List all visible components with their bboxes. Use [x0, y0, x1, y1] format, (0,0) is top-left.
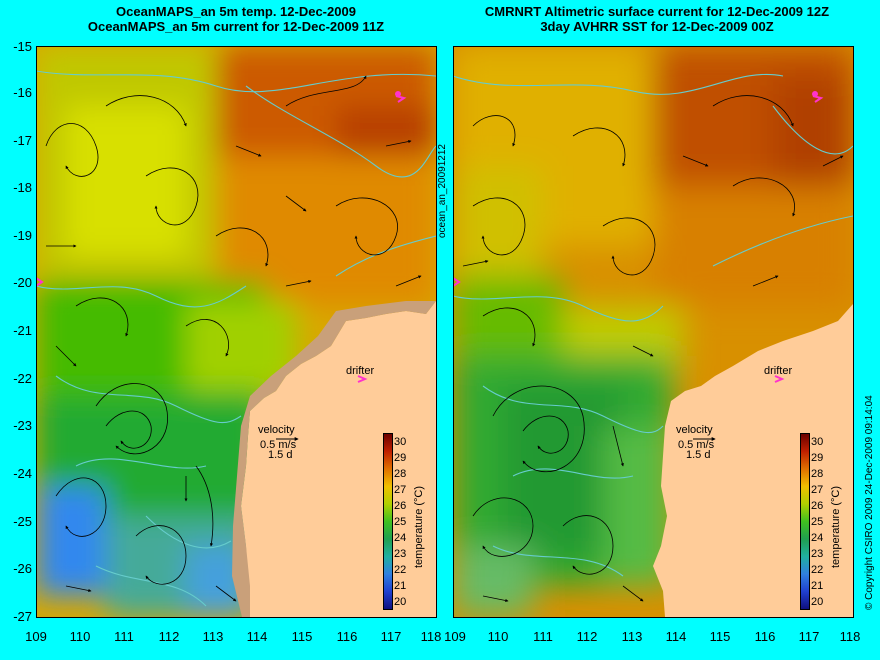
x-tick: 118	[839, 629, 861, 644]
right-title: CMRNRT Altimetric surface current for 12…	[452, 4, 862, 34]
left-map	[36, 46, 436, 617]
right-title-line2: 3day AVHRR SST for 12-Dec-2009 00Z	[540, 19, 774, 34]
x-tick: 113	[621, 629, 643, 644]
right-drifter-marks	[453, 91, 824, 383]
colorbar-tick: 29	[394, 452, 407, 464]
x-tick: 111	[114, 629, 134, 644]
y-tick: -18	[13, 180, 32, 195]
colorbar-tick: 26	[811, 500, 824, 512]
left-sst-field	[36, 46, 436, 617]
x-tick: 113	[202, 629, 224, 644]
right-colorbar	[800, 433, 810, 610]
colorbar-tick: 25	[394, 516, 407, 528]
left-shelf	[232, 301, 436, 617]
y-tick: -19	[13, 228, 32, 243]
x-tick: 112	[576, 629, 598, 644]
x-tick: 117	[380, 629, 402, 644]
left-time-scale: 1.5 d	[268, 449, 293, 461]
colorbar-tick: 21	[394, 580, 407, 592]
x-tick: 109	[444, 629, 466, 644]
x-tick: 109	[25, 629, 47, 644]
colorbar-tick: 30	[394, 436, 407, 448]
left-colorbar-label: temperature (°C)	[413, 485, 425, 568]
x-tick: 116	[336, 629, 358, 644]
x-tick: 112	[158, 629, 180, 644]
colorbar-tick: 23	[394, 548, 407, 560]
right-colorbar-label: temperature (°C)	[830, 485, 842, 568]
x-tick: 118	[420, 629, 442, 644]
x-tick: 117	[798, 629, 820, 644]
model-run-label: ocean_an_20091212	[437, 144, 448, 238]
left-drifter-marks	[36, 91, 407, 383]
left-current-vectors	[45, 75, 422, 602]
left-map-svg	[36, 46, 436, 617]
right-map	[453, 46, 853, 617]
left-title-line2: OceanMAPS_an 5m current for 12-Dec-2009 …	[87, 19, 385, 34]
colorbar-tick: 23	[811, 548, 824, 560]
x-tick: 114	[665, 629, 687, 644]
right-drifter-label: drifter	[764, 365, 793, 377]
colorbar-tick: 28	[394, 468, 407, 480]
left-drifter-label: drifter	[346, 365, 375, 377]
colorbar-tick: 27	[811, 484, 824, 496]
colorbar-tick: 29	[811, 452, 824, 464]
left-title-line1: OceanMAPS_an 5m temp. 12-Dec-2009	[116, 4, 356, 19]
colorbar-tick: 27	[394, 484, 407, 496]
left-speed-scale: 0.5 m/s	[260, 439, 297, 451]
x-tick: 115	[291, 629, 313, 644]
y-tick: -17	[13, 133, 32, 148]
left-velocity-label: velocity	[258, 424, 295, 436]
right-current-vectors	[462, 95, 844, 603]
left-title: OceanMAPS_an 5m temp. 12-Dec-2009 OceanM…	[36, 4, 436, 34]
left-drifter-icon	[357, 375, 368, 383]
colorbar-tick: 24	[394, 532, 407, 544]
y-tick: -25	[13, 514, 32, 529]
y-tick: -15	[13, 39, 32, 54]
y-tick: -27	[13, 609, 32, 624]
x-tick: 111	[533, 629, 553, 644]
x-tick: 116	[754, 629, 776, 644]
x-tick: 114	[246, 629, 268, 644]
left-isotherms	[36, 70, 436, 607]
y-tick: -20	[13, 275, 32, 290]
colorbar-tick: 20	[394, 596, 407, 608]
colorbar-tick: 22	[394, 564, 407, 576]
colorbar-tick: 21	[811, 580, 824, 592]
colorbar-tick: 25	[811, 516, 824, 528]
x-tick: 110	[487, 629, 509, 644]
colorbar-tick: 26	[394, 500, 407, 512]
right-isotherms	[453, 73, 853, 577]
y-tick: -23	[13, 418, 32, 433]
right-drifter-icon	[774, 375, 785, 383]
y-tick: -24	[13, 466, 32, 481]
right-speed-scale: 0.5 m/s	[678, 439, 715, 451]
right-map-svg	[453, 46, 853, 617]
y-tick: -21	[13, 323, 32, 338]
colorbar-tick: 28	[811, 468, 824, 480]
y-tick: -16	[13, 85, 32, 100]
right-title-line1: CMRNRT Altimetric surface current for 12…	[484, 4, 830, 19]
copyright-label: © Copyright CSIRO 2009 24-Dec-2009 09:14…	[864, 395, 875, 610]
colorbar-tick: 24	[811, 532, 824, 544]
right-time-scale: 1.5 d	[686, 449, 711, 461]
colorbar-tick: 20	[811, 596, 824, 608]
colorbar-tick: 30	[811, 436, 824, 448]
x-tick: 110	[69, 629, 91, 644]
y-tick: -26	[13, 561, 32, 576]
right-velocity-label: velocity	[676, 424, 713, 436]
colorbar-tick: 22	[811, 564, 824, 576]
left-colorbar	[383, 433, 393, 610]
y-tick: -22	[13, 371, 32, 386]
x-tick: 115	[709, 629, 731, 644]
